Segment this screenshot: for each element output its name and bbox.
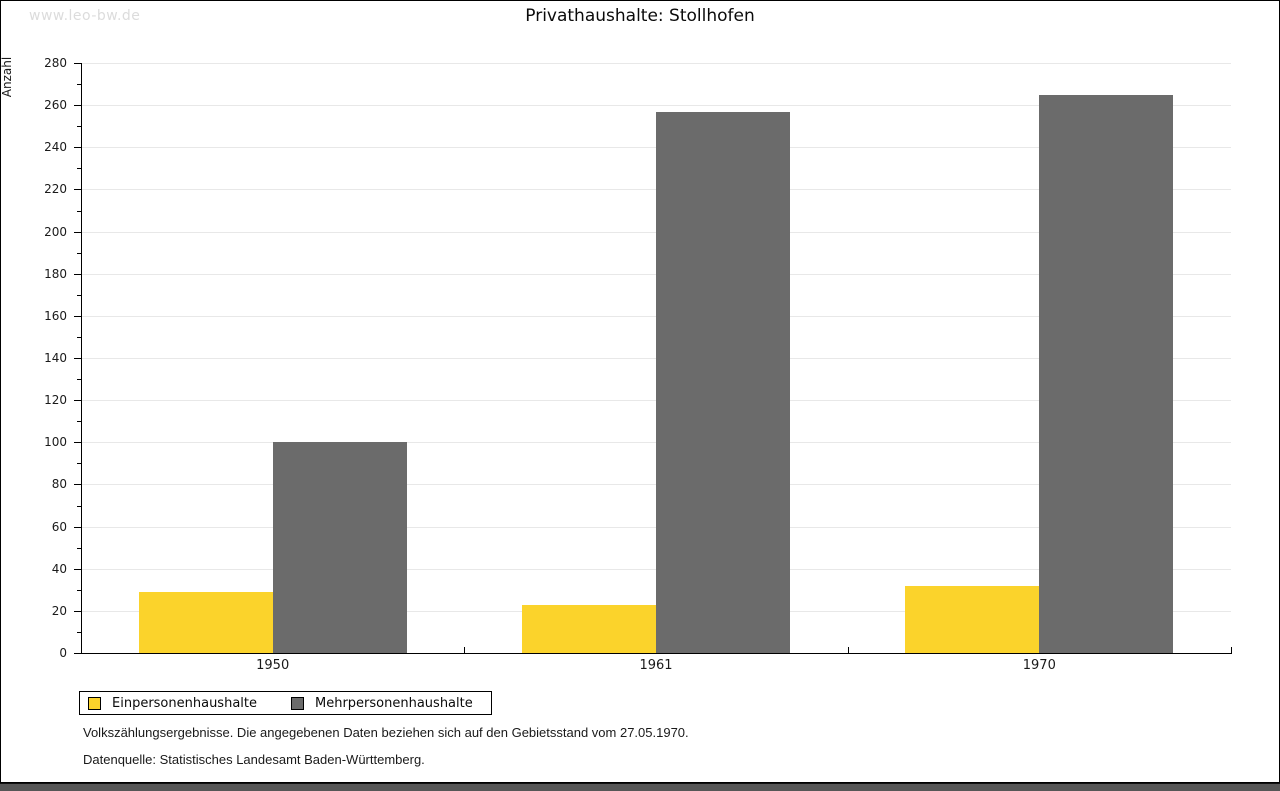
y-major-tick-20: [74, 610, 81, 612]
bar-mehrpersonenhaushalte-1961: [656, 111, 790, 653]
legend-swatch-gray: [291, 696, 304, 710]
y-minor-tick-210: [77, 210, 81, 212]
y-major-tick-100: [74, 442, 81, 444]
legend-box: Einpersonenhaushalte Mehrpersonenhaushal…: [79, 691, 492, 715]
window-bottom-edge: [0, 783, 1280, 791]
x-tick-label-1961: 1961: [639, 658, 673, 673]
y-minor-tick-10: [77, 631, 81, 633]
y-tick-label-280: 280: [44, 56, 67, 70]
y-major-tick-0: [74, 653, 81, 654]
gridline-y-280: [81, 63, 1231, 64]
y-major-tick-60: [74, 526, 81, 528]
y-major-tick-200: [74, 231, 81, 233]
x-axis-line: [81, 653, 1232, 654]
y-major-tick-280: [74, 63, 81, 64]
footnote-source: Datenquelle: Statistisches Landesamt Bad…: [83, 752, 425, 767]
watermark: www.leo-bw.de: [29, 8, 141, 24]
y-minor-tick-270: [77, 84, 81, 86]
legend-item-einpersonenhaushalte: Einpersonenhaushalte: [88, 696, 257, 711]
y-minor-tick-230: [77, 168, 81, 170]
y-minor-tick-110: [77, 421, 81, 423]
y-minor-tick-130: [77, 379, 81, 381]
y-major-tick-160: [74, 315, 81, 317]
x-boundary-tick: [464, 647, 466, 653]
x-boundary-tick: [847, 647, 849, 653]
chart-title: Privathaushalte: Stollhofen: [525, 6, 755, 26]
bar-einpersonenhaushalte-1970: [905, 585, 1040, 653]
bar-mehrpersonenhaushalte-1950: [272, 442, 407, 653]
y-minor-tick-30: [77, 589, 81, 591]
y-tick-label-100: 100: [44, 435, 67, 450]
y-major-tick-80: [74, 484, 81, 486]
y-tick-label-120: 120: [44, 393, 67, 408]
legend-label: Einpersonenhaushalte: [112, 695, 257, 711]
legend-swatch-yellow: [88, 696, 101, 710]
bar-mehrpersonenhaushalte-1970: [1039, 94, 1174, 653]
y-tick-label-80: 80: [51, 477, 67, 492]
y-tick-label-160: 160: [44, 308, 67, 323]
y-tick-label-60: 60: [51, 519, 67, 534]
y-tick-label-200: 200: [44, 224, 67, 239]
gridline-y-260: [81, 105, 1231, 107]
y-tick-label-180: 180: [44, 266, 67, 281]
y-minor-tick-90: [77, 463, 81, 465]
y-major-tick-260: [74, 105, 81, 107]
bar-einpersonenhaushalte-1961: [522, 604, 656, 653]
x-boundary-tick: [1231, 647, 1232, 653]
y-minor-tick-190: [77, 252, 81, 254]
y-major-tick-180: [74, 273, 81, 275]
y-tick-label-220: 220: [44, 182, 67, 197]
y-minor-tick-150: [77, 336, 81, 338]
y-tick-label-140: 140: [44, 351, 67, 365]
x-tick-label-1970: 1970: [1022, 658, 1056, 673]
legend-label: Mehrpersonenhaushalte: [315, 695, 473, 711]
x-tick-label-1950: 1950: [256, 658, 290, 673]
y-minor-tick-70: [77, 505, 81, 507]
y-major-tick-120: [74, 400, 81, 402]
y-minor-tick-50: [77, 547, 81, 549]
y-tick-label-260: 260: [44, 98, 67, 113]
y-tick-label-40: 40: [51, 561, 67, 576]
y-tick-label-20: 20: [51, 603, 67, 618]
y-major-tick-140: [74, 358, 81, 359]
y-major-tick-220: [74, 189, 81, 191]
legend-item-mehrpersonenhaushalte: Mehrpersonenhaushalte: [291, 696, 473, 711]
y-axis-line: [81, 63, 82, 653]
y-minor-tick-170: [77, 294, 81, 296]
bar-einpersonenhaushalte-1950: [138, 591, 273, 653]
y-major-tick-240: [74, 147, 81, 149]
footnote-census: Volkszählungsergebnisse. Die angegebenen…: [83, 725, 689, 740]
y-tick-label-240: 240: [44, 140, 67, 155]
y-major-tick-40: [74, 568, 81, 570]
footnotes: Volkszählungsergebnisse. Die angegebenen…: [83, 725, 1183, 779]
y-tick-label-0: 0: [59, 646, 67, 660]
y-minor-tick-250: [77, 126, 81, 128]
